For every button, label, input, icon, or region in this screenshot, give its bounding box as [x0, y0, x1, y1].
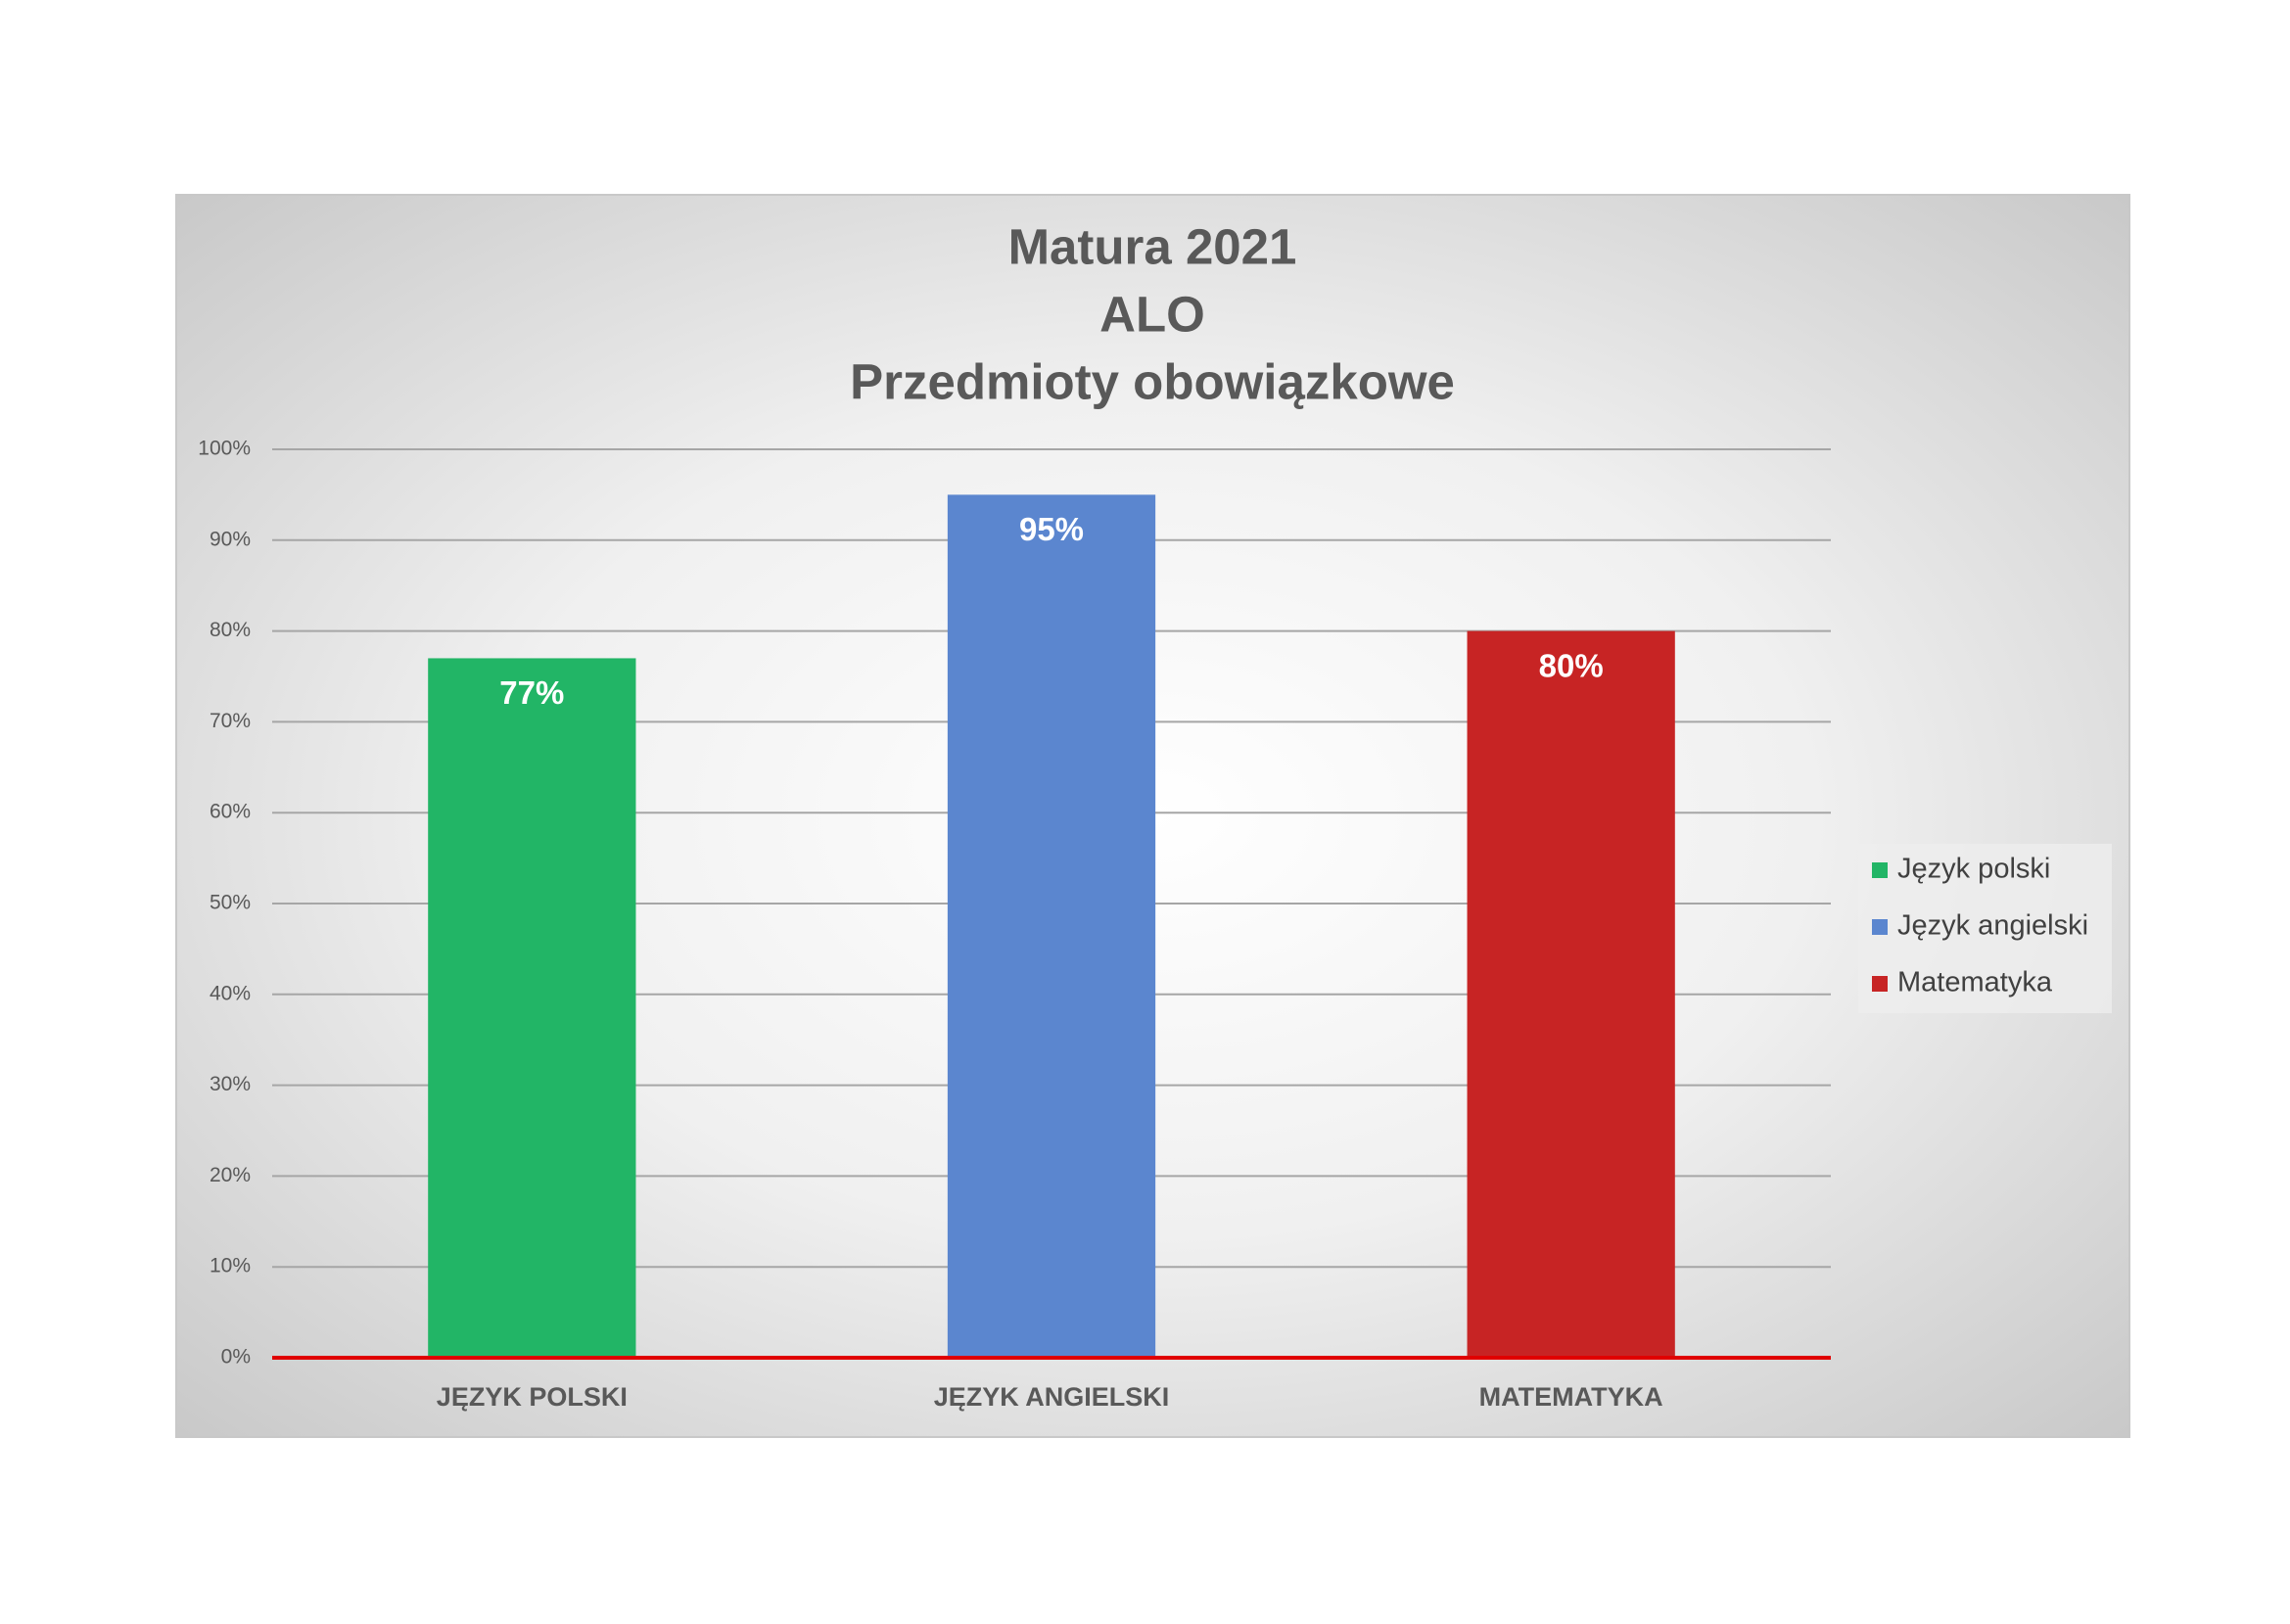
bar	[428, 658, 636, 1358]
legend-label: Język polski	[1897, 854, 2050, 885]
data-label: 80%	[1539, 647, 1604, 683]
x-tick-label: JĘZYK POLSKI	[437, 1382, 628, 1412]
chart-title: Przedmioty obowiązkowe	[850, 353, 1455, 409]
legend-swatch	[1872, 862, 1888, 878]
y-tick-label: 40%	[210, 982, 251, 1004]
legend-swatch	[1872, 919, 1888, 935]
x-tick-label: JĘZYK ANGIELSKI	[934, 1382, 1170, 1412]
legend-label: Język angielski	[1897, 910, 2088, 942]
y-tick-label: 10%	[210, 1255, 251, 1277]
bar	[1467, 630, 1675, 1358]
data-label: 77%	[499, 674, 564, 711]
chart-title: Matura 2021	[1008, 218, 1297, 274]
legend-swatch	[1872, 976, 1888, 992]
y-tick-label: 80%	[210, 619, 251, 641]
y-tick-label: 50%	[210, 892, 251, 914]
y-tick-label: 60%	[210, 801, 251, 823]
y-tick-label: 70%	[210, 710, 251, 732]
y-tick-label: 0%	[221, 1346, 251, 1369]
chart-title: ALO	[1099, 286, 1205, 342]
y-tick-label: 100%	[198, 438, 251, 460]
legend-box	[1858, 844, 2112, 1013]
bar	[947, 494, 1156, 1358]
x-tick-label: MATEMATYKA	[1479, 1382, 1663, 1412]
legend-label: Matematyka	[1897, 967, 2053, 998]
y-tick-label: 20%	[210, 1164, 251, 1186]
data-label: 95%	[1019, 511, 1084, 547]
y-tick-label: 30%	[210, 1073, 251, 1095]
y-tick-label: 90%	[210, 528, 251, 550]
